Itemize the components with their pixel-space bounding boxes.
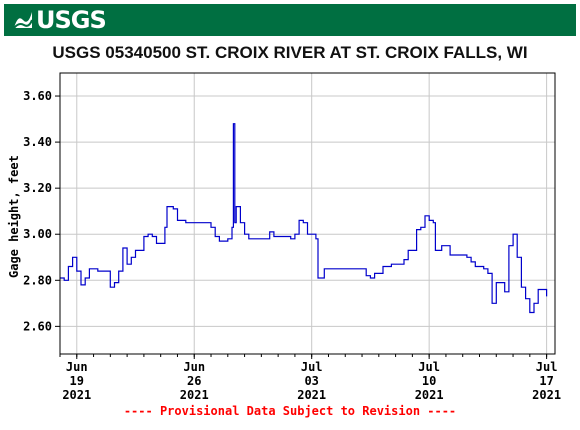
- x-tick-label-day: 19: [70, 374, 84, 388]
- y-tick-label: 3.00: [23, 227, 52, 241]
- x-tick-label-day: 10: [422, 374, 436, 388]
- x-tick-label-year: 2021: [62, 388, 91, 402]
- usgs-wave-logo-icon: [12, 10, 34, 30]
- usgs-banner: USGS: [4, 4, 576, 36]
- x-tick-label-year: 2021: [180, 388, 209, 402]
- y-tick-label: 2.80: [23, 273, 52, 287]
- y-tick-label: 3.20: [23, 181, 52, 195]
- plot-frame: [59, 72, 556, 355]
- y-tick-label: 3.40: [23, 135, 52, 149]
- x-tick-label-year: 2021: [415, 388, 444, 402]
- x-tick-label-year: 2021: [297, 388, 326, 402]
- x-tick-label-month: Jun: [183, 360, 205, 374]
- usgs-logo-text: USGS: [36, 6, 107, 34]
- gage-height-series-line: [60, 123, 548, 314]
- y-tick-label: 3.60: [23, 89, 52, 103]
- x-tick-label-day: 26: [187, 374, 201, 388]
- x-tick-label-day: 03: [304, 374, 318, 388]
- provisional-data-notice: ---- Provisional Data Subject to Revisio…: [123, 404, 457, 418]
- chart-title: USGS 05340500 ST. CROIX RIVER AT ST. CRO…: [52, 43, 528, 62]
- x-tick-label-month: Jul: [301, 360, 323, 374]
- x-tick-label-month: Jul: [536, 360, 558, 374]
- y-axis-label: Gage height, feet: [7, 155, 21, 278]
- x-tick-label-month: Jul: [418, 360, 440, 374]
- x-tick-label-day: 17: [539, 374, 553, 388]
- usgs-logo[interactable]: USGS: [12, 6, 107, 34]
- x-tick-label-month: Jun: [66, 360, 88, 374]
- x-tick-label-year: 2021: [532, 388, 561, 402]
- y-tick-label: 2.60: [23, 319, 52, 333]
